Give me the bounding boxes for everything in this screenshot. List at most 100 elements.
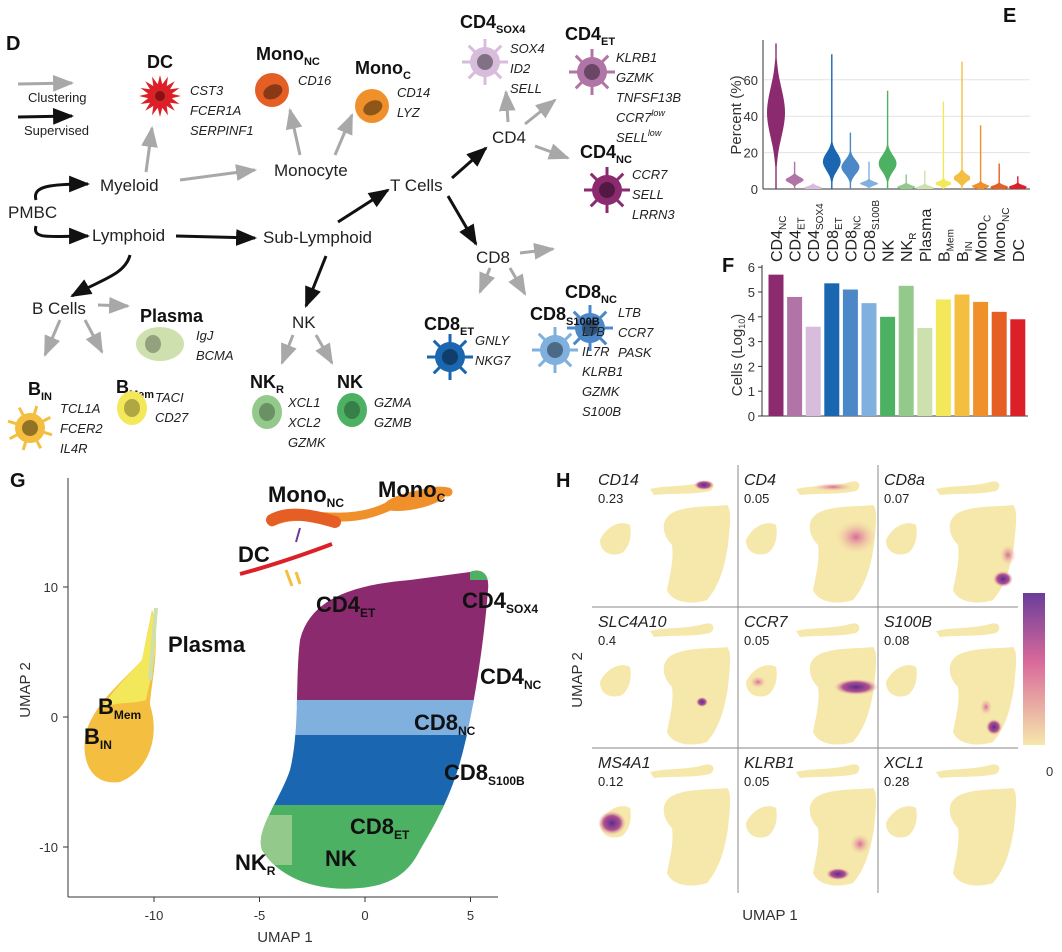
f-y-axis-label: Cells (Log10) xyxy=(729,314,747,397)
category-label: CD8S100B xyxy=(862,200,882,262)
violin-bmem xyxy=(935,101,952,189)
feature-plot-ccr7: CCR7 0.05 xyxy=(744,614,878,745)
expression-hotspot xyxy=(826,868,850,880)
marker-gene: PASK xyxy=(618,345,653,360)
bar-bmem xyxy=(935,299,951,416)
feature-plot-xcl1: XCL1 0.28 xyxy=(883,755,1017,886)
cell-type-label: Plasma xyxy=(140,306,204,326)
marker-gene: FCER1A xyxy=(190,103,241,118)
f-y-tick-label: 0 xyxy=(748,409,755,424)
cluster-label: Plasma xyxy=(168,632,246,657)
f-y-tick-label: 3 xyxy=(748,335,755,350)
node-myeloid: Myeloid xyxy=(100,176,159,195)
expression-hotspot xyxy=(750,676,766,688)
marker-gene: XCL2 xyxy=(287,415,321,430)
gene-name: S100B xyxy=(884,614,932,631)
gene-value: 0.05 xyxy=(744,774,769,789)
cluster-label: NKR xyxy=(235,850,276,878)
cell-type-label: CD8ET xyxy=(424,314,474,338)
g-x-tick-label: -5 xyxy=(254,908,266,923)
e-y-tick-label: 60 xyxy=(744,73,758,88)
marker-gene: ID2 xyxy=(510,61,531,76)
gene-name: SLC4A10 xyxy=(598,614,667,631)
cell-type-label: DC xyxy=(147,52,173,72)
node-cd4: CD4 xyxy=(492,128,526,147)
marker-gene: CST3 xyxy=(190,83,224,98)
cell-type-list: DC CST3 FCER1A SERPINF1 MonoNC CD16 MonoC CD14 L… xyxy=(7,12,681,456)
bar-cd8s100b xyxy=(861,303,877,416)
category-label: NKR xyxy=(899,233,919,262)
cell-type-label: CD4NC xyxy=(580,142,632,166)
cluster-label: BMem xyxy=(98,694,141,722)
expression-hotspot xyxy=(694,480,714,490)
expression-hotspot xyxy=(836,521,876,553)
feature-plot-cd4: CD4 0.05 xyxy=(744,472,877,603)
marker-gene: GZMB xyxy=(374,415,412,430)
expression-hotspot xyxy=(993,571,1013,587)
cluster-label: CD8ET xyxy=(350,814,410,842)
gene-name: CD14 xyxy=(598,472,639,489)
feature-plot-klrb1: KLRB1 0.05 xyxy=(744,755,877,886)
cluster-label: CD4SOX4 xyxy=(462,588,538,616)
legend-clustering-arrow xyxy=(17,74,75,92)
f-y-tick-label: 1 xyxy=(748,384,755,399)
violin-plot: Percent (%) 0 20 40 60 CD4NCCD4ETCD4SOX4CD8E… xyxy=(728,40,1030,262)
violin-cd4nc xyxy=(767,43,785,190)
gene-value: 0.08 xyxy=(884,633,909,648)
cell-icon xyxy=(255,73,289,107)
legend-supervised-arrow xyxy=(17,107,75,125)
cluster-label: DC xyxy=(238,542,270,567)
marker-gene: S100B xyxy=(582,404,621,419)
cluster-b-cells xyxy=(84,607,158,783)
e-y-tick-label: 40 xyxy=(744,109,758,124)
g-x-axis-label: UMAP 1 xyxy=(257,929,313,946)
gene-value: 0.05 xyxy=(744,633,769,648)
marker-gene: TNFSF13B xyxy=(616,90,681,105)
feature-plots: 0 UMAP 1 UMAP 2 CD14 0.23 CD4 0.05 CD8a 0.07 S… xyxy=(569,465,1053,924)
marker-gene: LYZ xyxy=(397,105,421,120)
cell-type-nk: NK GZMA GZMB xyxy=(337,372,412,430)
cell-type-label: NKR xyxy=(250,372,284,396)
gene-value: 0.12 xyxy=(598,774,623,789)
cluster-label: CD4ET xyxy=(316,592,376,620)
marker-gene: GZMK xyxy=(288,435,327,450)
umap-silhouette xyxy=(600,623,731,745)
cell-type-label: BIN xyxy=(28,379,52,403)
cell-type-mono-c: MonoC CD14 LYZ xyxy=(355,58,430,123)
cluster-label: MonoNC xyxy=(268,482,344,510)
cell-icon xyxy=(532,327,578,373)
cell-type-mono-nc: MonoNC CD16 xyxy=(255,44,332,107)
bar-bin xyxy=(954,294,970,416)
category-label: CD4ET xyxy=(788,217,808,262)
marker-gene: TACI xyxy=(155,390,184,405)
category-label: MonoC xyxy=(974,215,994,262)
expression-hotspot xyxy=(813,483,853,491)
category-label: Plasma xyxy=(918,209,935,262)
gene-name: CD4 xyxy=(744,472,776,489)
cell-icon xyxy=(337,393,367,427)
legend-supervised-label: Supervised xyxy=(24,123,89,138)
lineage-diagram: Clustering Supervised PMBC Myeloid Lymph… xyxy=(7,12,681,456)
cell-type-cd4-sox4: CD4SOX4 SOX4 ID2 SELL xyxy=(460,12,545,96)
cluster-label: CD4NC xyxy=(480,664,542,692)
marker-gene: CD27 xyxy=(155,410,189,425)
category-label: NK xyxy=(881,239,898,262)
cell-icon xyxy=(569,49,615,95)
node-t-cells: T Cells xyxy=(390,176,443,195)
cluster-dc xyxy=(239,542,333,587)
bar-cd8nc xyxy=(842,289,858,416)
marker-gene: SOX4 xyxy=(510,41,545,56)
feature-plot-cd8a: CD8a 0.07 xyxy=(884,472,1017,603)
umap-scatter: UMAP 1 UMAP 2 MonoNC MonoC DC CD4ET CD4SOX4 P… xyxy=(17,477,542,946)
violin-dc xyxy=(1008,176,1027,189)
cluster-label: BIN xyxy=(84,724,112,752)
cell-type-label: MonoC xyxy=(355,58,411,82)
g-y-tick-label: 0 xyxy=(51,710,58,725)
node-b-cells: B Cells xyxy=(32,299,86,318)
violin-monoc xyxy=(971,125,990,189)
gene-value: 0.4 xyxy=(598,633,616,648)
